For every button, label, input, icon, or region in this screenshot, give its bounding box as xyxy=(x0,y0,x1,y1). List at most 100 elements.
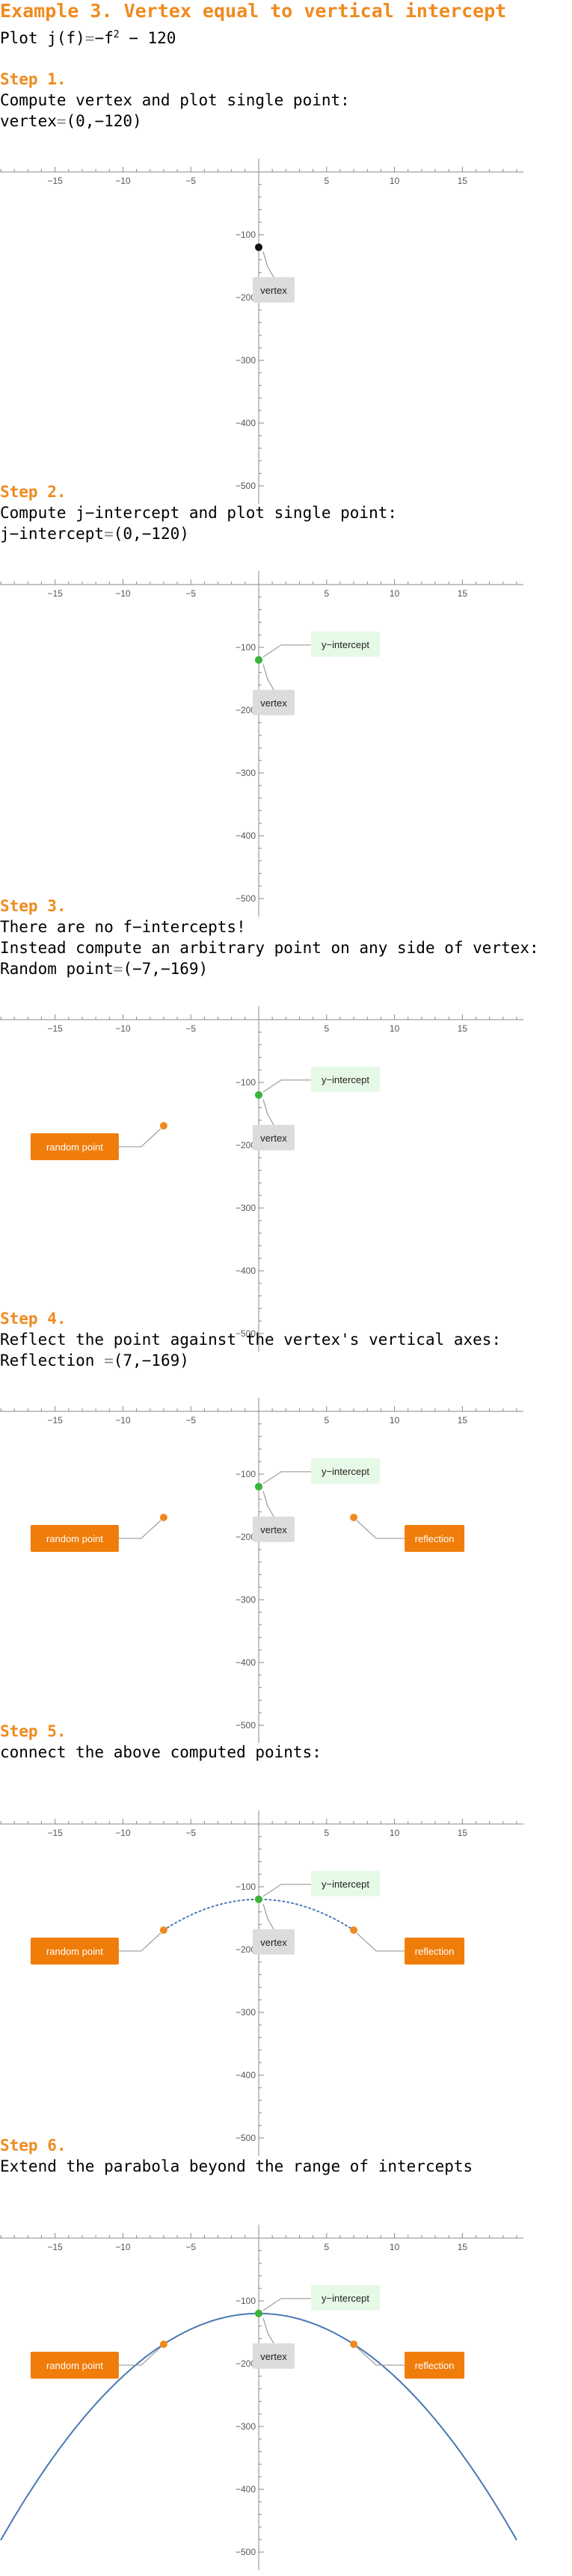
reflection-label-box xyxy=(405,2351,465,2379)
x-tick-label: −10 xyxy=(115,1828,131,1838)
step-value-line: Reflection =(7,−169) xyxy=(0,1350,189,1371)
x-tick-label: −5 xyxy=(185,588,196,599)
x-tick-label: −5 xyxy=(185,2242,196,2252)
y-tick-label: −400 xyxy=(236,2484,256,2495)
y-intercept-callout-line xyxy=(262,644,311,658)
x-tick-label: 5 xyxy=(324,1415,329,1426)
y-tick-label: −200 xyxy=(236,1140,256,1150)
equals-sign: = xyxy=(104,1352,114,1369)
y-intercept-label-box xyxy=(311,1870,380,1896)
y-tick-label: −200 xyxy=(236,705,256,715)
random-point-callout-line xyxy=(118,2347,162,2366)
value-coords: (0,−120) xyxy=(113,525,189,543)
vertex-callout-line xyxy=(262,1903,274,1930)
reflection-label: reflection xyxy=(415,1533,455,1544)
intro-eq: = xyxy=(84,29,95,47)
step-text-line: Extend the parabola beyond the range of … xyxy=(0,2157,473,2175)
x-tick-label: −10 xyxy=(115,176,131,186)
random-point-label: random point xyxy=(46,1533,103,1544)
y-intercept-callout-line xyxy=(262,1079,311,1093)
y-intercept-label-box xyxy=(311,631,380,657)
reflection-callout-line xyxy=(356,1932,405,1952)
y-tick-label: −300 xyxy=(236,2421,256,2432)
step-text-line: connect the above computed points: xyxy=(0,1743,322,1761)
step-title: Step 6. xyxy=(0,2136,67,2154)
y-tick-label: −500 xyxy=(236,2133,256,2143)
y-tick-label: −100 xyxy=(236,1077,256,1088)
y-intercept-label: y−intercept xyxy=(322,639,369,650)
chart-plot: −15 −10 −5 5 10 15 −100 −200 −300 −400 −500 vertex xyxy=(0,158,523,504)
x-tick-label: 15 xyxy=(458,2242,468,2252)
x-tick-label: −5 xyxy=(185,1415,196,1426)
step-title: Step 5. xyxy=(0,1722,67,1740)
reflection-callout-line xyxy=(356,1520,405,1539)
y-tick-label: −100 xyxy=(236,229,256,240)
parabola-curve xyxy=(162,1898,355,1931)
x-tick-label: −15 xyxy=(47,176,63,186)
y-tick-label: −300 xyxy=(236,2007,256,2018)
data-point-reflection xyxy=(350,2340,358,2348)
step-value-line: vertex=(0,−120) xyxy=(0,111,142,132)
y-tick-label: −500 xyxy=(236,893,256,904)
y-intercept-label-box xyxy=(311,1066,380,1092)
reflection-callout-line xyxy=(356,2347,405,2366)
random-point-callout-line xyxy=(118,1128,162,1147)
vertex-label-box xyxy=(253,1929,295,1955)
vertex-label-box xyxy=(253,689,295,715)
reflection-label: reflection xyxy=(415,1946,455,1957)
data-point-reflection xyxy=(350,1926,358,1934)
x-tick-label: −5 xyxy=(185,176,196,186)
x-tick-label: 10 xyxy=(390,1415,400,1426)
value-coords: (0,−120) xyxy=(66,112,142,130)
y-tick-label: −400 xyxy=(236,2070,256,2080)
x-tick-label: −10 xyxy=(115,2242,131,2252)
step-value-line: Random point=(−7,−169) xyxy=(0,958,208,979)
x-tick-label: 5 xyxy=(324,1023,329,1034)
vertex-label: vertex xyxy=(260,1133,287,1144)
y-tick-label: −200 xyxy=(236,1532,256,1542)
data-point-y-intercept xyxy=(255,656,262,664)
x-tick-label: −10 xyxy=(115,1023,131,1034)
y-tick-label: −400 xyxy=(236,418,256,428)
y-tick-label: −200 xyxy=(236,1944,256,1955)
value-label: vertex xyxy=(0,112,57,130)
y-tick-label: −400 xyxy=(236,1657,256,1668)
data-point-random-point xyxy=(159,1121,167,1130)
y-intercept-callout-line xyxy=(262,2298,311,2311)
value-label: Random point xyxy=(0,960,114,978)
intro-rest: −f xyxy=(94,29,114,47)
vertex-label: vertex xyxy=(260,285,287,296)
step-title: Step 4. xyxy=(0,1310,67,1328)
data-point-y-intercept xyxy=(255,1482,262,1491)
x-tick-label: −15 xyxy=(47,1023,63,1034)
reflection-label: reflection xyxy=(415,2360,455,2371)
random-point-callout-line xyxy=(118,1932,162,1952)
vertex-label: vertex xyxy=(260,2351,287,2362)
x-tick-label: −5 xyxy=(185,1828,196,1838)
y-tick-label: −100 xyxy=(236,1469,256,1479)
chart-plot: −15 −10 −5 5 10 15 −100 −200 −300 −400 −500 vertex y… xyxy=(0,2225,523,2570)
y-intercept-label: y−intercept xyxy=(322,2293,369,2304)
step-title: Step 2. xyxy=(0,483,67,501)
x-tick-label: 15 xyxy=(458,1415,468,1426)
y-tick-label: −100 xyxy=(236,2296,256,2306)
data-point-y-intercept xyxy=(255,1895,262,1903)
x-tick-label: 15 xyxy=(458,176,468,186)
data-point-y-intercept xyxy=(255,1091,262,1099)
chart-plot: −15 −10 −5 5 10 15 −100 −200 −300 −400 −500 vertex y… xyxy=(0,1006,523,1352)
random-point-callout-line xyxy=(118,1520,162,1539)
data-point-random-point xyxy=(159,2340,167,2348)
intro-tail: − 120 xyxy=(119,29,176,47)
y-tick-label: −500 xyxy=(236,1720,256,1731)
chart-plot: −15 −10 −5 5 10 15 −100 −200 −300 −400 −500 vertex y… xyxy=(0,1811,523,2156)
equals-sign: = xyxy=(104,525,114,543)
x-tick-label: 5 xyxy=(324,2242,329,2252)
data-point-vertex xyxy=(255,243,262,251)
x-tick-label: 5 xyxy=(324,588,329,599)
chart-plot: −15 −10 −5 5 10 15 −100 −200 −300 −400 −500 vertex y… xyxy=(0,571,523,916)
x-tick-label: −15 xyxy=(47,1415,63,1426)
step-title: Step 3. xyxy=(0,897,67,915)
data-point-reflection xyxy=(350,1513,358,1521)
reflection-label-box xyxy=(405,1524,465,1552)
x-tick-label: −10 xyxy=(115,588,131,599)
